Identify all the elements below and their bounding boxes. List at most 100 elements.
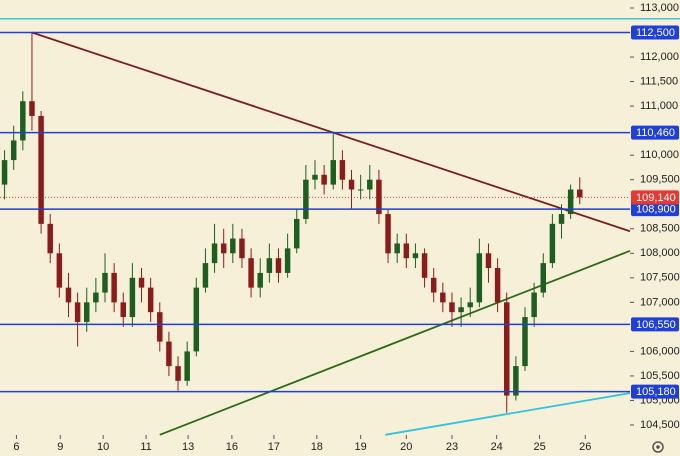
candle-body bbox=[440, 292, 446, 303]
x-tick-label: 23 bbox=[446, 441, 458, 453]
candle-body bbox=[421, 253, 428, 278]
x-tick-label: 16 bbox=[226, 441, 238, 453]
candle-body bbox=[558, 214, 565, 224]
candle-body bbox=[376, 179, 382, 215]
candle-body bbox=[412, 253, 419, 259]
candle-body bbox=[449, 302, 455, 313]
y-tick-label: 105,500 bbox=[640, 370, 680, 382]
y-tick-label: 112,000 bbox=[640, 51, 679, 63]
candle-body bbox=[166, 341, 172, 367]
candle-body bbox=[65, 287, 72, 303]
candle-body bbox=[257, 272, 263, 288]
candle-body bbox=[266, 258, 273, 273]
x-tick-label: 17 bbox=[268, 441, 280, 453]
candle-body bbox=[29, 101, 35, 116]
x-tick-label: 13 bbox=[182, 441, 194, 453]
candle-body bbox=[321, 174, 327, 185]
candle-body bbox=[93, 292, 99, 303]
candle-body bbox=[10, 140, 17, 161]
candle-body bbox=[430, 277, 437, 293]
settings-icon[interactable] bbox=[652, 441, 664, 453]
candle-body bbox=[220, 243, 227, 254]
level-box bbox=[631, 25, 679, 40]
candle-body bbox=[458, 307, 464, 313]
y-tick-label: 113,000 bbox=[640, 2, 679, 14]
candle-body bbox=[513, 366, 519, 396]
x-tick-label: 11 bbox=[140, 441, 151, 453]
y-tick-label: 108,500 bbox=[640, 223, 680, 235]
x-tick-label: 26 bbox=[579, 441, 591, 453]
candle-body bbox=[348, 179, 355, 190]
candle-body bbox=[47, 223, 53, 254]
plot-area bbox=[0, 18, 680, 436]
candle-body bbox=[1, 160, 8, 185]
candle-body bbox=[239, 238, 245, 259]
gear[interactable] bbox=[652, 441, 664, 453]
y-tick-label: 108,000 bbox=[640, 247, 680, 259]
x-tick-label: 18 bbox=[311, 441, 323, 453]
candle-body bbox=[330, 160, 336, 185]
candle-body bbox=[284, 248, 291, 273]
candle-body bbox=[385, 214, 391, 254]
trend-line bbox=[159, 249, 631, 436]
last-price-box bbox=[631, 190, 679, 205]
y-tick-label: 104,500 bbox=[640, 419, 680, 431]
level-box bbox=[631, 202, 679, 217]
candle-body bbox=[567, 189, 574, 215]
level-label: 106,550 bbox=[636, 319, 676, 331]
candle-body bbox=[129, 277, 136, 318]
x-tick-label: 9 bbox=[57, 441, 63, 453]
candle-body bbox=[184, 351, 190, 381]
candle-body bbox=[193, 287, 200, 352]
x-tick-label: 24 bbox=[491, 441, 503, 453]
gear-center bbox=[656, 445, 660, 449]
candle-body bbox=[549, 223, 556, 264]
level-box bbox=[631, 317, 679, 332]
candle-body bbox=[111, 272, 117, 303]
last-price-label: 109,140 bbox=[636, 192, 676, 204]
y-tick-label: 109,500 bbox=[640, 174, 680, 186]
candle-body bbox=[504, 302, 510, 396]
candle-body bbox=[248, 258, 254, 288]
candle-body bbox=[275, 258, 282, 273]
y-tick-label: 106,000 bbox=[640, 345, 680, 357]
level-label: 110,460 bbox=[636, 127, 675, 139]
y-tick-label: 107,000 bbox=[640, 296, 680, 308]
candle-body bbox=[312, 174, 318, 180]
candle-body bbox=[357, 189, 364, 191]
candle-body bbox=[531, 292, 537, 318]
x-tick-label: 10 bbox=[97, 441, 109, 453]
candle-body bbox=[74, 302, 81, 322]
level-label: 112,500 bbox=[636, 27, 675, 39]
candle-body bbox=[20, 101, 26, 141]
x-tick-label: 19 bbox=[355, 441, 367, 453]
level-label: 108,900 bbox=[636, 204, 676, 216]
level-box bbox=[631, 125, 679, 140]
y-tick-label: 110,000 bbox=[640, 149, 679, 161]
candle-body bbox=[138, 277, 145, 288]
candle-body bbox=[147, 287, 154, 313]
candle-body bbox=[157, 312, 163, 342]
candle-body bbox=[294, 218, 300, 249]
trend-line bbox=[385, 392, 631, 436]
candle-body bbox=[476, 253, 483, 303]
candle-body bbox=[394, 243, 400, 254]
y-tick-label: 111,500 bbox=[640, 75, 678, 87]
candle-body bbox=[56, 253, 63, 288]
level-box bbox=[631, 384, 679, 399]
candle-body bbox=[540, 263, 546, 293]
candle-body bbox=[485, 253, 492, 269]
axes: 113,000 112,000 111,500 111,000 110,000 109,5… bbox=[13, 2, 679, 453]
candle-body bbox=[577, 189, 583, 198]
candle-body bbox=[120, 302, 126, 318]
candle-body bbox=[339, 160, 346, 180]
candle-body bbox=[175, 366, 181, 381]
candle-body bbox=[522, 317, 528, 367]
y-tick-label: 111,000 bbox=[640, 100, 678, 112]
candle-body bbox=[202, 263, 209, 288]
x-tick-label: 25 bbox=[533, 441, 545, 453]
candle-body bbox=[102, 272, 108, 293]
candle-body bbox=[211, 243, 218, 264]
